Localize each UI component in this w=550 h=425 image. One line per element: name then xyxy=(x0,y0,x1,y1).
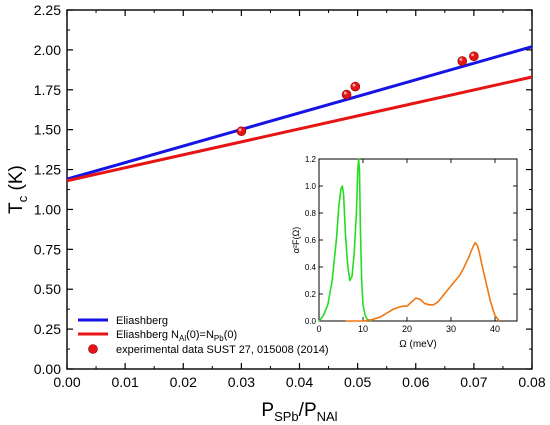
y-axis-title-main: T xyxy=(6,202,27,214)
legend-text-mid: (0)=N xyxy=(186,329,214,341)
legend-sub: Al xyxy=(179,334,186,343)
x-axis-title-sub: SPb xyxy=(274,409,299,424)
x-tick-label: 0.03 xyxy=(228,374,255,390)
legend-marker xyxy=(88,344,98,354)
legend-text-end: (0) xyxy=(224,329,237,341)
inset-x-tick-label: 0 xyxy=(316,324,321,334)
x-tick-label: 0.07 xyxy=(460,374,487,390)
x-tick-label: 0.05 xyxy=(344,374,371,390)
data-point xyxy=(350,81,361,92)
inset-y-tick-label: 0.2 xyxy=(305,290,317,299)
y-tick-label: 1.75 xyxy=(34,82,61,98)
y-tick-label: 0.25 xyxy=(34,321,61,337)
data-point xyxy=(457,56,468,66)
x-tick-label: 0.04 xyxy=(286,374,313,390)
y-tick-label: 1.00 xyxy=(34,201,61,217)
y-tick-label: 2.00 xyxy=(34,42,61,58)
y-tick-label: 0.50 xyxy=(34,281,61,297)
inset-x-tick-label: 20 xyxy=(402,324,412,334)
data-point-highlight xyxy=(352,83,356,87)
y-tick-label: 2.25 xyxy=(34,2,61,18)
series-line-1 xyxy=(66,75,533,183)
inset-series-line-0 xyxy=(318,158,373,322)
y-tick-label: 1.25 xyxy=(34,162,61,178)
y-tick-label: 0.00 xyxy=(34,361,61,377)
series-line-0 xyxy=(66,45,533,181)
data-point-highlight xyxy=(343,91,347,95)
inset-y-axis-title: α²F(Ω) xyxy=(291,227,301,253)
y-tick-label: 1.50 xyxy=(34,122,61,138)
y-axis-title-unit: (K) xyxy=(6,165,27,196)
inset-y-tick-label: 1.2 xyxy=(305,155,317,164)
data-point-highlight xyxy=(238,128,242,132)
y-tick-label: 0.75 xyxy=(34,241,61,257)
inset-y-tick-label: 0.0 xyxy=(305,317,317,326)
inset-plot: 0 10 20 30 40 0.0 0.2 0.4 0.6 0.8 1.0 1.2 Ω (meV) α²F… xyxy=(291,155,518,350)
y-axis-title: Tc (K) xyxy=(6,165,30,214)
x-axis-title: PSPb/PNAl xyxy=(261,400,337,424)
x-axis-title-main: P xyxy=(261,400,274,421)
data-point xyxy=(469,51,479,62)
inset-y-tick-label: 0.6 xyxy=(305,236,317,245)
data-point-highlight xyxy=(471,53,474,57)
inset-x-tick-label: 30 xyxy=(446,324,456,334)
main-plot: 0.00 0.01 0.02 0.03 0.04 0.05 0.06 0.07 0.080.00… xyxy=(6,2,546,424)
inset-series-line-1 xyxy=(345,241,501,322)
legend-text: Eliashberg N xyxy=(116,329,179,341)
data-point xyxy=(341,89,352,100)
inset-x-tick-label: 10 xyxy=(358,324,368,334)
inset-x-axis-title: Ω (meV) xyxy=(399,339,436,350)
x-tick-label: 0.08 xyxy=(518,374,545,390)
inset-y-tick-label: 0.8 xyxy=(305,209,317,218)
data-point xyxy=(236,126,247,137)
data-point-highlight xyxy=(459,58,463,61)
legend-label-2: experimental data SUST 27, 015008 (2014) xyxy=(116,344,329,356)
inset-y-tick-label: 1.0 xyxy=(305,182,317,191)
x-axis-title-sep: /P xyxy=(299,400,317,421)
x-tick-label: 0.02 xyxy=(170,374,197,390)
inset-y-tick-label: 0.4 xyxy=(305,263,317,272)
legend-label-0: Eliashberg xyxy=(116,315,168,327)
inset-frame xyxy=(318,158,518,322)
inset-x-tick-label: 40 xyxy=(490,324,500,334)
x-axis-title-sub2: NAl xyxy=(317,409,338,424)
x-tick-label: 0.01 xyxy=(112,374,139,390)
legend-sub: Pb xyxy=(214,334,224,343)
y-axis-title-sub: c xyxy=(15,195,30,202)
x-tick-label: 0.06 xyxy=(402,374,429,390)
legend-text: experimental data SUST 27, 015008 (2014) xyxy=(116,344,329,356)
legend-label-1: Eliashberg NAl(0)=NPb(0) xyxy=(116,329,237,343)
x-tick-label: 0.00 xyxy=(53,374,80,390)
legend-text: Eliashberg xyxy=(116,315,168,327)
